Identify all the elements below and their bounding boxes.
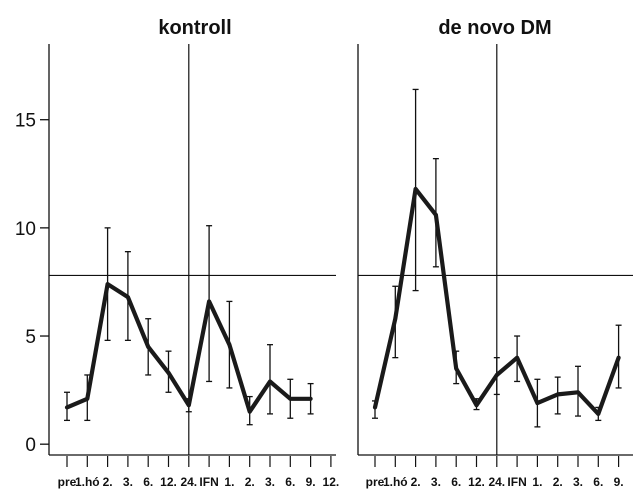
data-point [247, 409, 252, 414]
x-tick-label: 12. [468, 475, 485, 489]
data-point [268, 379, 272, 384]
y-tick-label: 5 [25, 327, 36, 348]
x-tick-label: 2. [553, 475, 563, 489]
panel-title-1: kontroll [158, 17, 231, 39]
data-point [105, 282, 110, 286]
x-tick-label: 2. [245, 475, 255, 489]
x-tick-label: 1.hó [75, 475, 100, 489]
data-point [454, 366, 459, 371]
x-tick-label: 6. [285, 475, 295, 489]
x-tick-label: 6. [451, 475, 461, 489]
x-tick-label: 1. [532, 475, 542, 489]
x-tick-label: 9. [306, 475, 316, 489]
data-point [515, 355, 519, 360]
data-point [126, 295, 130, 299]
x-tick-label: 24. [180, 475, 197, 489]
y-tick-label: 15 [15, 111, 36, 132]
data-point [596, 412, 601, 416]
data-point [474, 403, 479, 408]
data-point [65, 405, 69, 410]
data-point [166, 371, 171, 375]
x-tick-label: IFN [507, 475, 526, 489]
data-point [207, 299, 211, 304]
y-tick-label: 10 [15, 219, 36, 240]
panel-title-2: de novo DM [438, 17, 551, 39]
data-point [413, 187, 418, 191]
data-point [555, 392, 560, 397]
data-point [227, 342, 232, 347]
x-tick-label: 3. [573, 475, 583, 489]
data-point [393, 316, 398, 321]
x-tick-label: 6. [143, 475, 153, 489]
data-point [495, 373, 499, 377]
x-tick-label: 9. [614, 475, 624, 489]
data-point [146, 345, 150, 349]
data-point [616, 355, 621, 360]
y-tick-label: 0 [25, 435, 36, 456]
data-point [187, 403, 191, 408]
x-tick-label: pre [58, 475, 77, 489]
x-tick-label: 6. [593, 475, 603, 489]
x-tick-label: 2. [103, 475, 113, 489]
x-tick-label: 3. [265, 475, 275, 489]
x-tick-label: 3. [123, 475, 133, 489]
x-tick-label: 12. [160, 475, 177, 489]
data-point [288, 396, 293, 401]
x-tick-label: 3. [431, 475, 441, 489]
x-tick-label: pre [366, 475, 385, 489]
data-point [434, 213, 438, 217]
data-point [308, 396, 313, 401]
data-point [85, 396, 90, 401]
data-point [576, 390, 580, 395]
x-tick-label: 12. [323, 475, 340, 489]
data-point [373, 405, 377, 410]
x-tick-label: 2. [411, 475, 421, 489]
x-tick-label: 1. [224, 475, 234, 489]
x-tick-label: 24. [488, 475, 505, 489]
x-tick-label: 1.hó [383, 475, 408, 489]
x-tick-label: IFN [199, 475, 218, 489]
data-point [535, 401, 540, 405]
